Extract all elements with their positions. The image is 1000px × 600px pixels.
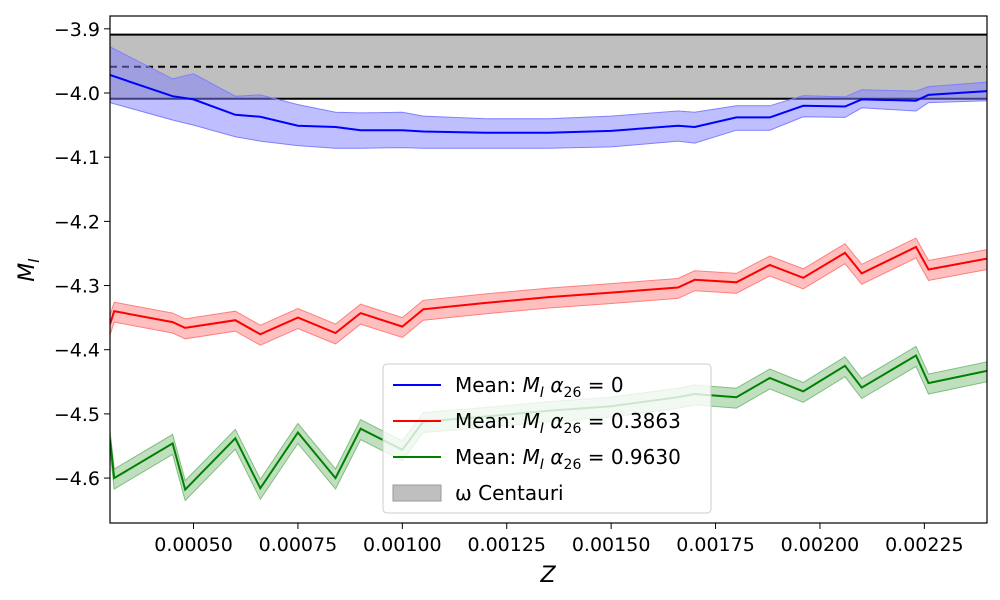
- legend-swatch-reference-band: [392, 484, 442, 502]
- legend-label-part-0: Mean:: [455, 409, 523, 433]
- y-axis: −3.9 −4.0 −4.1 −4.2 −4.3 −4.4 −4.5 −4.6: [54, 19, 110, 490]
- series-band-layer: [110, 46, 987, 502]
- legend-label-part-2: I: [540, 457, 544, 473]
- y-tick-label: −4.4: [54, 340, 100, 362]
- legend-label-part-0: Mean:: [455, 373, 523, 397]
- legend-label-part-3: α: [544, 373, 564, 397]
- x-tick-label: 0.00225: [885, 534, 964, 556]
- y-tick-label: −3.9: [54, 19, 100, 41]
- y-axis-label-sub: I: [25, 258, 43, 263]
- legend-label-part-5: = 0: [581, 373, 623, 397]
- legend-label-part-1: M: [523, 409, 540, 433]
- x-axis-label: Z: [539, 563, 556, 588]
- legend-label-part-3: α: [544, 445, 564, 469]
- y-tick-label: −4.6: [54, 468, 100, 490]
- x-tick-label: 0.00050: [154, 534, 233, 556]
- legend-label-part-0: Mean:: [455, 445, 523, 469]
- reference-band-layer: [110, 33, 987, 100]
- series-2-uncertainty-band: [110, 345, 987, 502]
- y-tick-label: −4.5: [54, 404, 100, 426]
- legend-box: [382, 363, 712, 514]
- legend-label-part-1: M: [523, 373, 540, 397]
- plot-frame: [109, 15, 988, 524]
- series-1-mean-line: [110, 245, 987, 336]
- y-axis-label-main: M: [15, 263, 40, 282]
- y-tick-label: −4.2: [54, 211, 100, 233]
- legend-label-reference-band: ω Centauri: [455, 481, 564, 505]
- legend-label-part-1: M: [523, 445, 540, 469]
- legend-label-part-4: 26: [564, 385, 582, 401]
- legend-label-part-4: 26: [564, 457, 582, 473]
- legend-label-part-5: = 0.3863: [581, 409, 680, 433]
- legend-label-part-2: I: [540, 421, 544, 437]
- legend-label-part-4: 26: [564, 421, 582, 437]
- legend-label-part-2: I: [540, 385, 544, 401]
- series-1-uncertainty-band: [110, 237, 987, 346]
- series-0-mean-line: [110, 74, 987, 134]
- y-tick-label: −4.1: [54, 147, 100, 169]
- y-axis-label-group: MI: [15, 258, 43, 282]
- legend-label-part-3: α: [544, 409, 564, 433]
- legend-label-series-2: Mean: MI α26 = 0.9630: [455, 445, 681, 473]
- y-tick-label: −4.0: [54, 83, 100, 105]
- x-tick-label: 0.00125: [467, 534, 546, 556]
- x-tick-label: 0.00100: [363, 534, 442, 556]
- x-tick-label: 0.00175: [676, 534, 755, 556]
- x-tick-label: 0.00075: [259, 534, 338, 556]
- y-tick-label: −4.3: [54, 276, 100, 298]
- legend-label-part-5: = 0.9630: [581, 445, 680, 469]
- x-tick-label: 0.00150: [572, 534, 651, 556]
- legend-label-series-1: Mean: MI α26 = 0.3863: [455, 409, 681, 437]
- y-axis-label: MI: [15, 258, 43, 282]
- legend-label-series-0: Mean: MI α26 = 0: [455, 373, 624, 401]
- x-axis: 0.00050 0.00075 0.00100 0.00125 0.00150 0.001…: [154, 523, 964, 556]
- x-tick-label: 0.00200: [781, 534, 860, 556]
- series-0-uncertainty-band: [110, 46, 987, 149]
